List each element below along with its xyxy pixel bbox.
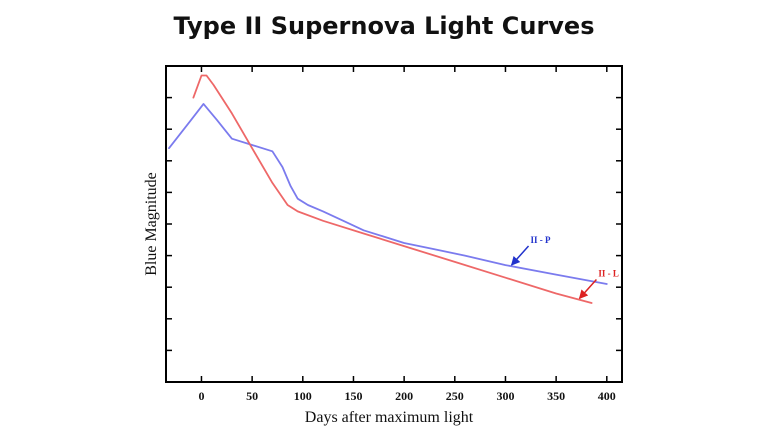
plot-frame <box>165 65 623 383</box>
x-tick-label-250: 250 <box>446 389 464 403</box>
series-line-ii-p <box>168 103 608 285</box>
x-tick-label-200: 200 <box>395 389 413 403</box>
x-tick-label-400: 400 <box>598 389 616 403</box>
annotation-label-ii-l: II - L <box>598 268 619 278</box>
annotation-label-ii-p: II - P <box>531 235 552 245</box>
annotation-arrow-ii-p <box>510 245 530 266</box>
chart-title: Type II Supernova Light Curves <box>173 12 595 40</box>
x-tick-label-50: 50 <box>246 389 258 403</box>
y-axis-label: Blue Magnitude <box>143 172 160 276</box>
x-tick-label-150: 150 <box>344 389 362 403</box>
x-tick-label-0: 0 <box>198 389 204 403</box>
annotation-arrow-ii-l <box>578 278 597 300</box>
x-axis-label: Days after maximum light <box>305 409 474 426</box>
series-line-ii-l <box>192 74 593 304</box>
x-tick-label-300: 300 <box>496 389 514 403</box>
x-tick-label-100: 100 <box>294 389 312 403</box>
x-tick-label-350: 350 <box>547 389 565 403</box>
